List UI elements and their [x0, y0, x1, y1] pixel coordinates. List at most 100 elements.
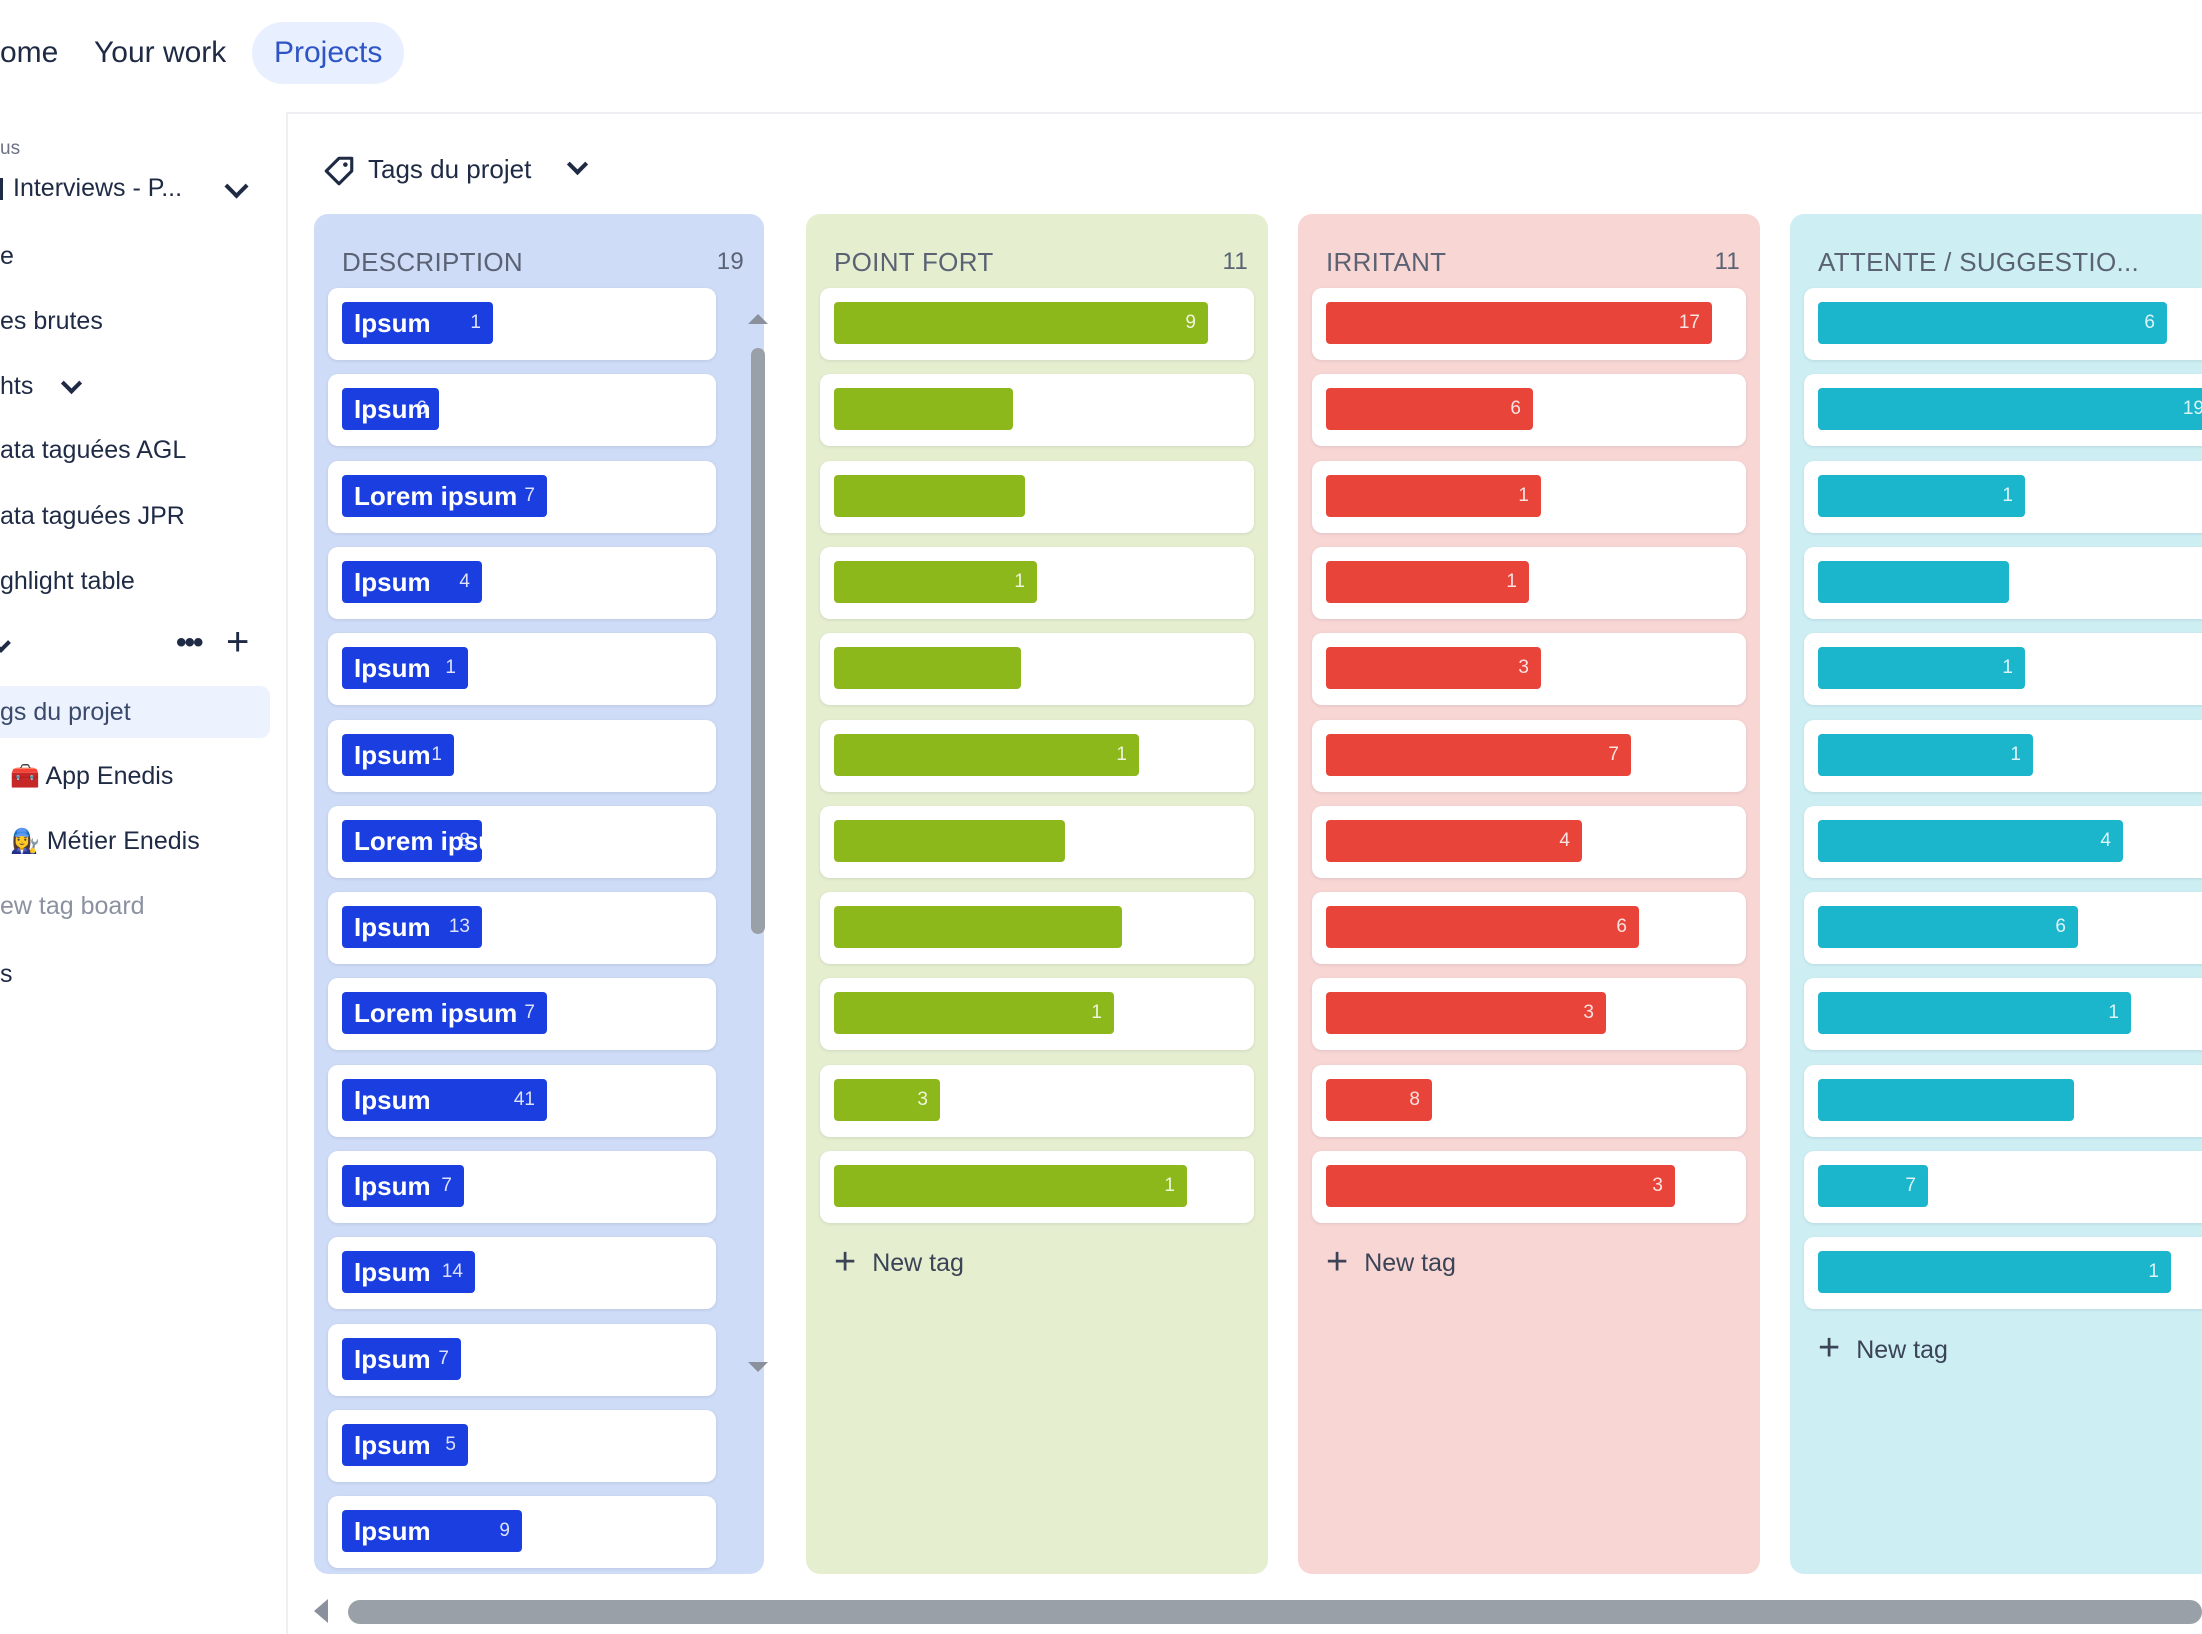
add-icon[interactable]: + [226, 620, 250, 664]
tag-card[interactable] [820, 892, 1254, 965]
tag-bar[interactable]: 17 [1326, 302, 1712, 344]
tag-card[interactable]: 6 [1312, 892, 1746, 965]
tag-card[interactable]: 6 [1312, 374, 1746, 447]
tag-bar[interactable]: Ipsum 4 [342, 560, 482, 603]
tag-bar[interactable]: 1 [834, 560, 1037, 603]
tag-bar[interactable]: Ipsum 7 [342, 1337, 461, 1380]
sidebar-item-last[interactable]: s [0, 960, 13, 988]
tag-card[interactable]: 1 [1804, 978, 2202, 1051]
tag-card[interactable]: Ipsum 1 [328, 633, 716, 706]
tag-bar[interactable] [834, 388, 1013, 431]
tag-card[interactable]: 1 [820, 719, 1254, 792]
tag-bar[interactable]: 3 [1326, 1165, 1675, 1207]
sidebar-tagboard-0[interactable]: gs du projet [0, 686, 270, 738]
tag-bar[interactable]: 1 [1326, 474, 1541, 517]
tag-card[interactable]: Lorem ipsum 7 [328, 460, 716, 533]
tag-bar[interactable] [1818, 1078, 2074, 1121]
tag-card[interactable] [820, 460, 1254, 533]
scroll-left-icon[interactable] [310, 1596, 332, 1626]
tag-bar[interactable]: 1 [834, 733, 1139, 776]
sidebar-item-1[interactable]: es brutes [0, 307, 103, 335]
scroll-down-icon[interactable] [744, 1358, 772, 1378]
tag-card[interactable]: Ipsum 1 [328, 288, 716, 360]
sidebar-item-5[interactable]: ghlight table [0, 567, 135, 595]
tag-bar[interactable]: 9 [834, 302, 1208, 344]
tag-card[interactable] [820, 805, 1254, 878]
tag-bar[interactable]: 8 [1326, 1078, 1432, 1121]
tag-bar[interactable]: 7 [1326, 733, 1631, 776]
tag-bar[interactable]: Lorem ipsum 8 [342, 819, 517, 862]
tag-card[interactable]: Lorem ipsum 7 [328, 978, 716, 1051]
tag-bar[interactable]: 6 [1326, 906, 1639, 949]
tag-bar[interactable]: 4 [1326, 819, 1582, 862]
tag-bar[interactable]: Ipsum 5 [342, 1423, 468, 1466]
tag-card[interactable]: 7 [1312, 719, 1746, 792]
chevron-down-icon[interactable] [0, 633, 11, 653]
tag-card[interactable]: 17 [1312, 288, 1746, 360]
new-tag-button[interactable]: + New tag [834, 1241, 964, 1285]
tag-card[interactable]: 1 [1804, 633, 2202, 706]
tag-bar[interactable]: 1 [834, 1165, 1187, 1207]
tag-bar[interactable]: 1 [1818, 992, 2131, 1035]
tag-card[interactable]: Ipsum 41 [328, 1064, 716, 1137]
tag-bar[interactable] [834, 474, 1025, 517]
tag-card[interactable] [1804, 1064, 2202, 1137]
tag-card[interactable]: 7 [1804, 1151, 2202, 1223]
tag-bar[interactable]: 19 [1818, 388, 2202, 431]
project-switcher[interactable]: Interviews - P... [0, 168, 250, 208]
tag-bar[interactable]: 1 [834, 992, 1114, 1035]
tag-bar[interactable]: Ipsum 7 [342, 1165, 464, 1207]
tag-card[interactable]: Ipsum 14 [328, 1237, 716, 1310]
tag-bar[interactable]: 7 [1818, 1165, 1928, 1207]
tag-card[interactable]: 1 [820, 546, 1254, 619]
sidebar-item-2[interactable]: hts [0, 372, 100, 401]
tag-card[interactable]: 1 [820, 978, 1254, 1051]
tag-bar[interactable] [834, 906, 1122, 949]
tag-card[interactable]: 3 [1312, 1151, 1746, 1223]
tag-card[interactable] [1804, 546, 2202, 619]
nav-your-work[interactable]: Your work [94, 36, 227, 69]
tag-card[interactable]: 6 [1804, 288, 2202, 360]
nav-projects[interactable]: Projects [252, 22, 405, 84]
tag-bar[interactable]: Ipsum 41 [342, 1078, 547, 1121]
sidebar-item-0[interactable]: e [0, 242, 14, 270]
tag-card[interactable]: 1 [1804, 719, 2202, 792]
tag-card[interactable]: Ipsum 7 [328, 1323, 716, 1396]
description-scrollbar[interactable] [744, 308, 772, 1608]
tag-bar[interactable]: Lorem ipsum 7 [342, 992, 547, 1035]
column-header[interactable]: ATTENTE / SUGGESTIO... [1818, 242, 2202, 282]
tag-card[interactable]: 1 [1804, 460, 2202, 533]
tag-card[interactable]: 8 [1312, 1064, 1746, 1137]
tag-bar[interactable] [834, 647, 1021, 690]
tag-card[interactable]: Ipsum 7 [328, 1151, 716, 1223]
tag-bar[interactable]: Ipsum 1 [342, 302, 493, 344]
tag-bar[interactable]: 6 [1818, 906, 2078, 949]
tag-card[interactable]: Ipsum 6 [328, 374, 716, 447]
tag-selector[interactable]: Tags du projet [322, 144, 589, 194]
tag-bar[interactable]: Ipsum 1 [342, 733, 454, 776]
tag-bar[interactable]: 4 [1818, 819, 2123, 862]
new-tag-button[interactable]: + New tag [1818, 1327, 1948, 1372]
tag-card[interactable]: Ipsum 13 [328, 892, 716, 965]
tag-bar[interactable]: 3 [834, 1078, 940, 1121]
tag-card[interactable] [820, 374, 1254, 447]
column-header[interactable]: DESCRIPTION 19 [342, 242, 744, 282]
sidebar-item-3[interactable]: ata taguées AGL [0, 436, 187, 464]
tag-bar[interactable]: Ipsum 9 [342, 1510, 522, 1553]
new-tag-button[interactable]: + New tag [1326, 1241, 1456, 1285]
tag-card[interactable]: 1 [1312, 546, 1746, 619]
nav-home[interactable]: ome [0, 36, 59, 69]
tag-bar[interactable]: Ipsum 14 [342, 1251, 475, 1294]
tag-card[interactable]: 3 [1312, 978, 1746, 1051]
tag-card[interactable]: 3 [820, 1064, 1254, 1137]
tag-bar[interactable]: Lorem ipsum 7 [342, 474, 547, 517]
more-options-icon[interactable]: ••• [176, 626, 203, 659]
tag-card[interactable]: 1 [820, 1151, 1254, 1223]
tag-card[interactable]: Ipsum 1 [328, 719, 716, 792]
tag-card[interactable]: 4 [1804, 805, 2202, 878]
horizontal-scrollbar[interactable] [348, 1600, 2202, 1624]
tag-card[interactable]: 9 [820, 288, 1254, 360]
tag-bar[interactable] [834, 819, 1065, 862]
tag-card[interactable]: 19 [1804, 374, 2202, 447]
tag-card[interactable]: Lorem ipsum 8 [328, 805, 716, 878]
